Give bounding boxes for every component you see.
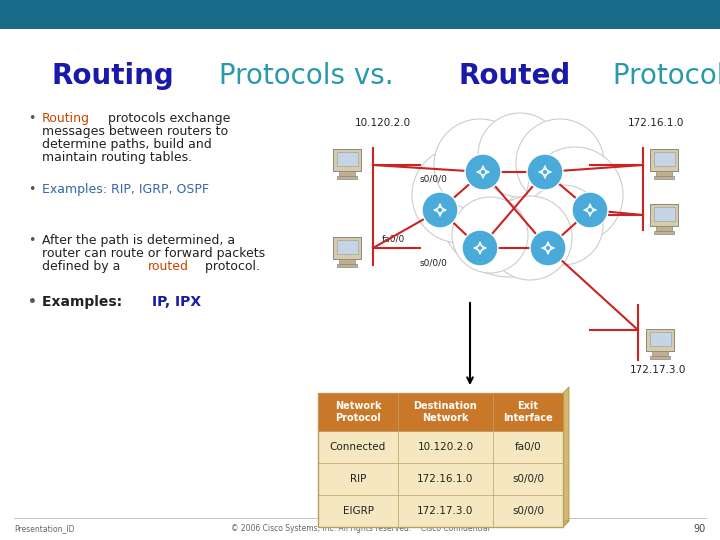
Text: s0/0/0: s0/0/0 bbox=[512, 506, 544, 516]
Circle shape bbox=[516, 119, 604, 207]
Circle shape bbox=[422, 192, 458, 228]
Bar bbox=[318, 393, 563, 527]
Text: determine paths, build and: determine paths, build and bbox=[42, 138, 212, 151]
Circle shape bbox=[572, 192, 608, 228]
Bar bbox=[650, 356, 670, 359]
Circle shape bbox=[434, 119, 526, 211]
Circle shape bbox=[527, 154, 563, 190]
Bar bbox=[654, 207, 675, 221]
Text: 10.120.2.0: 10.120.2.0 bbox=[418, 442, 474, 452]
Text: protocols exchange: protocols exchange bbox=[104, 112, 230, 125]
Text: After the path is determined, a: After the path is determined, a bbox=[42, 234, 235, 247]
Text: Protocols vs.: Protocols vs. bbox=[210, 62, 403, 90]
Circle shape bbox=[438, 133, 582, 277]
Text: s0/0/0: s0/0/0 bbox=[512, 474, 544, 484]
Text: protocol.: protocol. bbox=[201, 260, 260, 273]
Bar bbox=[339, 171, 355, 176]
Bar bbox=[337, 176, 357, 179]
Text: •: • bbox=[28, 112, 35, 125]
Bar bbox=[646, 329, 674, 351]
Bar bbox=[336, 152, 358, 166]
Text: © 2006 Cisco Systems, Inc. All rights reserved.    Cisco Confidential: © 2006 Cisco Systems, Inc. All rights re… bbox=[230, 524, 490, 533]
Circle shape bbox=[488, 196, 572, 280]
Text: 172.17.3.0: 172.17.3.0 bbox=[418, 506, 474, 516]
Bar bbox=[650, 149, 678, 171]
Text: •: • bbox=[28, 234, 35, 247]
Bar bbox=[336, 240, 358, 254]
Bar bbox=[0, 0, 720, 29]
Circle shape bbox=[465, 154, 501, 190]
Circle shape bbox=[452, 197, 528, 273]
Circle shape bbox=[478, 113, 562, 197]
Text: •: • bbox=[28, 295, 37, 309]
Circle shape bbox=[530, 230, 566, 266]
Bar bbox=[652, 351, 667, 356]
Text: Exit
Interface: Exit Interface bbox=[503, 401, 553, 423]
Bar bbox=[333, 149, 361, 171]
Text: IP, IPX: IP, IPX bbox=[152, 295, 201, 309]
Text: maintain routing tables.: maintain routing tables. bbox=[42, 151, 192, 164]
Text: 10.120.2.0: 10.120.2.0 bbox=[355, 118, 411, 128]
Text: fa0/0: fa0/0 bbox=[382, 235, 405, 244]
Bar bbox=[649, 332, 670, 346]
Text: Connected: Connected bbox=[330, 442, 386, 452]
Bar bbox=[337, 264, 357, 267]
Polygon shape bbox=[318, 521, 569, 527]
Text: s0/0/0: s0/0/0 bbox=[420, 175, 448, 184]
Bar bbox=[333, 237, 361, 259]
Text: •: • bbox=[28, 183, 35, 196]
Text: Examples:: Examples: bbox=[42, 295, 127, 309]
Bar bbox=[339, 259, 355, 264]
Bar bbox=[493, 393, 563, 431]
Text: fa0/0: fa0/0 bbox=[515, 442, 541, 452]
Circle shape bbox=[412, 147, 508, 243]
Text: 172.16.1.0: 172.16.1.0 bbox=[418, 474, 474, 484]
Text: 90: 90 bbox=[694, 524, 706, 534]
Bar bbox=[650, 204, 678, 226]
Text: Presentation_ID: Presentation_ID bbox=[14, 524, 74, 533]
Bar bbox=[318, 393, 398, 431]
Text: defined by a: defined by a bbox=[42, 260, 125, 273]
Bar bbox=[654, 231, 674, 234]
Text: Routing: Routing bbox=[52, 62, 175, 90]
Text: messages between routers to: messages between routers to bbox=[42, 125, 228, 138]
Text: routed: routed bbox=[148, 260, 189, 273]
Text: 172.17.3.0: 172.17.3.0 bbox=[630, 365, 686, 375]
Text: Routed: Routed bbox=[459, 62, 571, 90]
Text: s0/0/0: s0/0/0 bbox=[420, 258, 448, 267]
Circle shape bbox=[462, 230, 498, 266]
Text: Protocols: Protocols bbox=[603, 62, 720, 90]
Circle shape bbox=[527, 147, 623, 243]
Bar bbox=[657, 226, 672, 231]
Polygon shape bbox=[563, 387, 569, 527]
Bar bbox=[654, 176, 674, 179]
Bar bbox=[398, 393, 493, 431]
Text: Routing: Routing bbox=[42, 112, 90, 125]
Text: router can route or forward packets: router can route or forward packets bbox=[42, 247, 265, 260]
Text: Destination
Network: Destination Network bbox=[413, 401, 477, 423]
Text: Network
Protocol: Network Protocol bbox=[335, 401, 382, 423]
Text: EIGRP: EIGRP bbox=[343, 506, 374, 516]
Circle shape bbox=[523, 185, 603, 265]
Text: Examples: RIP, IGRP, OSPF: Examples: RIP, IGRP, OSPF bbox=[42, 183, 209, 196]
Bar bbox=[654, 152, 675, 166]
Text: 172.16.1.0: 172.16.1.0 bbox=[628, 118, 685, 128]
Text: RIP: RIP bbox=[350, 474, 366, 484]
Bar bbox=[657, 171, 672, 176]
